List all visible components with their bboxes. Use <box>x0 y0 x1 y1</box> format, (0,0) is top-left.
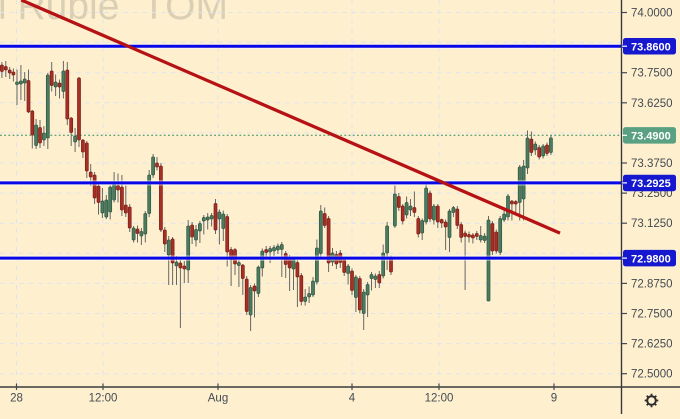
svg-text:72.5000: 72.5000 <box>631 369 673 381</box>
svg-text:72.7500: 72.7500 <box>631 309 673 321</box>
svg-text:Aug: Aug <box>208 393 228 405</box>
svg-text:74.0000: 74.0000 <box>631 8 673 20</box>
svg-text:72.8750: 72.8750 <box>631 278 673 290</box>
svg-text:l Ruble: l Ruble <box>0 0 119 28</box>
svg-text:72.9800: 72.9800 <box>631 253 671 265</box>
svg-text:9: 9 <box>551 393 557 405</box>
svg-text:12:00: 12:00 <box>89 393 118 405</box>
svg-text:73.1250: 73.1250 <box>631 218 673 230</box>
svg-text:73.3750: 73.3750 <box>631 158 673 170</box>
svg-text:73.8600: 73.8600 <box>631 41 671 53</box>
svg-text:28: 28 <box>10 393 23 405</box>
svg-text:4: 4 <box>349 393 356 405</box>
svg-text:12:00: 12:00 <box>425 393 454 405</box>
svg-text:73.2925: 73.2925 <box>631 178 671 190</box>
svg-text:72.6250: 72.6250 <box>631 339 673 351</box>
svg-text:TOM: TOM <box>142 0 228 28</box>
svg-text:73.4900: 73.4900 <box>631 131 671 143</box>
svg-text:73.7500: 73.7500 <box>631 68 673 80</box>
svg-text:73.6250: 73.6250 <box>631 98 673 110</box>
